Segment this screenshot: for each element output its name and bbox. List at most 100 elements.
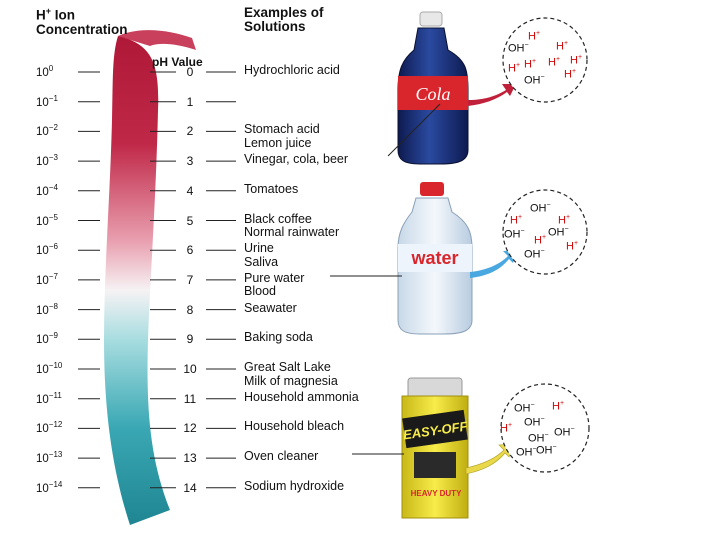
hydrogen-ion: H+ xyxy=(510,214,523,227)
ribbon-fold xyxy=(118,30,196,50)
concentration-value: 10−13 xyxy=(36,450,62,465)
solution-name: Household bleach xyxy=(244,419,345,434)
solution-examples: Sodium hydroxide xyxy=(244,478,345,494)
leader-cola xyxy=(387,103,441,157)
hydrogen-ion: H+ xyxy=(570,54,583,67)
hydroxide-ion: OH− xyxy=(530,202,551,215)
hydroxide-ion: OH− xyxy=(504,228,525,241)
examples-line2: Solutions xyxy=(244,19,306,34)
concentration-label: Concentration xyxy=(36,21,128,37)
solution-name: Stomach acid xyxy=(244,122,320,137)
ph-value: 9 xyxy=(186,332,194,347)
concentration-exponent: −7 xyxy=(48,271,58,281)
concentration-base: 10 xyxy=(36,334,49,347)
solution-name: Lemon juice xyxy=(244,135,312,150)
concentration-exponent: −5 xyxy=(48,212,58,222)
hydroxide-ion: OH− xyxy=(548,226,569,239)
concentration-value: 10−1 xyxy=(36,94,58,109)
hydroxide-ion: OH− xyxy=(524,248,545,261)
hydrogen-ion: H+ xyxy=(566,240,579,253)
h-ion-sup: + xyxy=(45,6,52,16)
solution-examples: Oven cleaner xyxy=(244,450,318,464)
ph-value: 6 xyxy=(186,243,194,258)
solution-name: Household ammonia xyxy=(244,389,359,404)
ph-value: 13 xyxy=(183,451,197,466)
hydrogen-ion: H+ xyxy=(528,30,541,43)
hydroxide-ion: OH− xyxy=(508,42,529,55)
solution-examples: Baking soda xyxy=(244,331,313,345)
concentration-exponent: −9 xyxy=(48,331,58,341)
scale-lines xyxy=(78,71,236,489)
ph-value: 10 xyxy=(183,362,197,376)
hydrogen-ion: H+ xyxy=(548,56,561,69)
solution-name: Hydrochloric acid xyxy=(244,63,340,77)
ion-circle-neutral xyxy=(502,189,588,275)
solution-name: Tomatoes xyxy=(244,181,299,196)
ion-circle-acid xyxy=(502,17,588,103)
solution-examples: Household ammonia xyxy=(244,389,359,405)
concentration-base: 10 xyxy=(36,304,49,317)
hydroxide-ion: OH− xyxy=(554,426,575,439)
concentration-base: 10 xyxy=(36,66,49,79)
solution-examples: Seawater xyxy=(244,300,297,316)
concentration-value: 10−9 xyxy=(36,331,58,346)
hydroxide-ion: OH− xyxy=(524,416,545,429)
hydrogen-ion: H+ xyxy=(508,62,521,75)
concentration-base: 10 xyxy=(36,245,49,258)
easyoff-can: EASY-OFF HEAVY DUTY xyxy=(401,377,469,519)
concentration-base: 10 xyxy=(36,215,49,228)
h-ion-label: H xyxy=(36,7,46,23)
ph-value-header: pH Value xyxy=(152,55,203,69)
concentration-value: 10−7 xyxy=(36,272,58,287)
concentration-exponent: −8 xyxy=(48,301,58,311)
solution-examples: Pure water Blood xyxy=(244,270,305,299)
concentration-value: 10−2 xyxy=(36,123,58,138)
concentration-base: 10 xyxy=(36,393,49,406)
hydroxide-ion: OH− xyxy=(514,402,535,415)
solution-name: Blood xyxy=(244,284,276,299)
concentration-value: 100 xyxy=(36,64,53,79)
solution-name: Oven cleaner xyxy=(244,449,319,464)
concentration-exponent: −13 xyxy=(48,450,63,460)
ph-value: 2 xyxy=(186,124,194,139)
solution-examples: Tomatoes xyxy=(244,181,299,197)
concentration-exponent: −10 xyxy=(48,361,63,370)
solution-examples: Black coffee Normal rainwater xyxy=(244,211,339,240)
ph-value: 8 xyxy=(186,302,194,317)
hydrogen-ion: H+ xyxy=(534,234,547,247)
concentration-base: 10 xyxy=(36,482,49,495)
concentration-exponent: −2 xyxy=(48,123,58,133)
solution-name: Pure water xyxy=(244,270,305,285)
solution-name: Milk of magnesia xyxy=(244,373,338,388)
concentration-base: 10 xyxy=(36,363,49,376)
concentration-value: 10−3 xyxy=(36,153,58,168)
hydroxide-ion: OH− xyxy=(528,432,549,445)
cola-label: Cola xyxy=(415,84,450,104)
solution-name: Urine xyxy=(244,241,274,256)
concentration-value: 10−8 xyxy=(36,302,58,317)
solution-name: Seawater xyxy=(244,300,297,315)
hydroxide-ion: OH− xyxy=(516,446,537,459)
hydrogen-ion: H+ xyxy=(556,40,569,53)
solution-name: Baking soda xyxy=(244,330,313,345)
cola-bottle: Cola xyxy=(397,11,469,165)
concentration-exponent: −4 xyxy=(48,182,58,192)
arrow-water xyxy=(470,250,518,278)
concentration-exponent: −3 xyxy=(48,153,58,163)
solution-examples: Great Salt Lake Milk of magnesia xyxy=(244,360,338,388)
ph-value: 1 xyxy=(186,94,194,109)
solution-name: Sodium hydroxide xyxy=(244,478,345,493)
hydrogen-ion: H+ xyxy=(524,58,537,71)
ph-value: 3 xyxy=(186,154,194,169)
solution-name: Great Salt Lake xyxy=(244,360,331,374)
concentration-value: 10−6 xyxy=(36,242,58,257)
concentration-base: 10 xyxy=(36,126,49,139)
hydrogen-ion: H+ xyxy=(564,68,577,81)
solution-name: Black coffee xyxy=(244,211,312,226)
ph-ribbon xyxy=(104,36,170,525)
concentration-value: 10−5 xyxy=(36,213,58,228)
solution-examples: Stomach acid Lemon juice xyxy=(244,123,320,150)
hydroxide-ion: OH− xyxy=(524,74,545,87)
solution-examples: Vinegar, cola, beer xyxy=(244,153,348,167)
